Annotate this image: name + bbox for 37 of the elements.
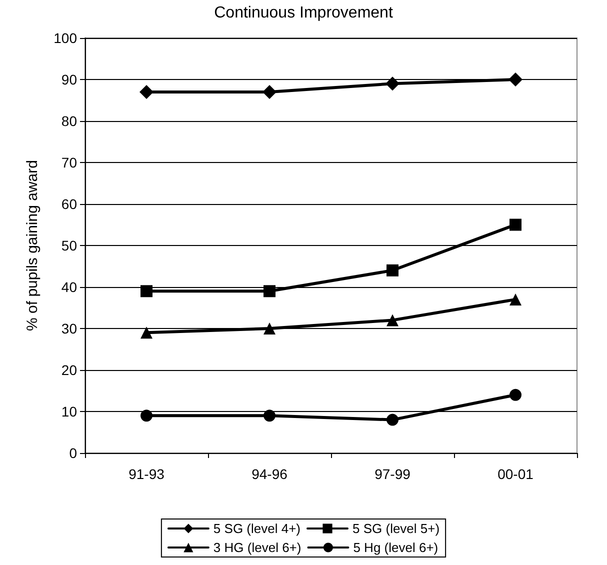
y-tick-label: 10: [61, 404, 78, 420]
point: [140, 285, 152, 298]
y-tick-label: 0: [69, 445, 78, 461]
chart-title: Continuous Improvement: [214, 4, 394, 22]
y-tick-label: 80: [61, 113, 78, 129]
y-tick-label: 100: [54, 30, 78, 46]
x-tick-label: 00-01: [498, 466, 534, 482]
x-tick-label: 97-99: [374, 466, 411, 482]
point: [140, 326, 152, 339]
legend-label: 5 SG (level 4+): [213, 521, 301, 536]
y-tick-label: 60: [61, 196, 78, 212]
point: [264, 410, 276, 422]
point: [386, 264, 398, 276]
y-tick-label: 70: [61, 154, 78, 170]
point: [386, 76, 400, 91]
point: [386, 314, 398, 326]
x-tick-label: 94-96: [252, 466, 288, 482]
point: [510, 293, 522, 306]
y-axis-title: % of pupils gaining award: [24, 160, 41, 331]
y-tick-label: 40: [61, 279, 78, 295]
point: [264, 322, 276, 334]
y-tick-label: 90: [61, 72, 78, 88]
point: [262, 84, 276, 99]
y-tick-label: 30: [61, 320, 78, 336]
point: [140, 84, 154, 99]
legend-label: 5 Hg (level 6+): [353, 540, 438, 555]
y-tick-label: 20: [61, 362, 78, 378]
point: [140, 410, 152, 422]
legend-label: 3 HG (level 6+): [213, 540, 302, 555]
legend-label: 5 SG (level 5+): [352, 521, 440, 536]
x-tick-label: 91-93: [128, 466, 165, 482]
point: [386, 414, 398, 426]
y-tick-label: 50: [61, 238, 78, 254]
point: [510, 218, 522, 231]
point: [508, 72, 522, 86]
point: [264, 285, 276, 298]
point: [510, 388, 522, 401]
